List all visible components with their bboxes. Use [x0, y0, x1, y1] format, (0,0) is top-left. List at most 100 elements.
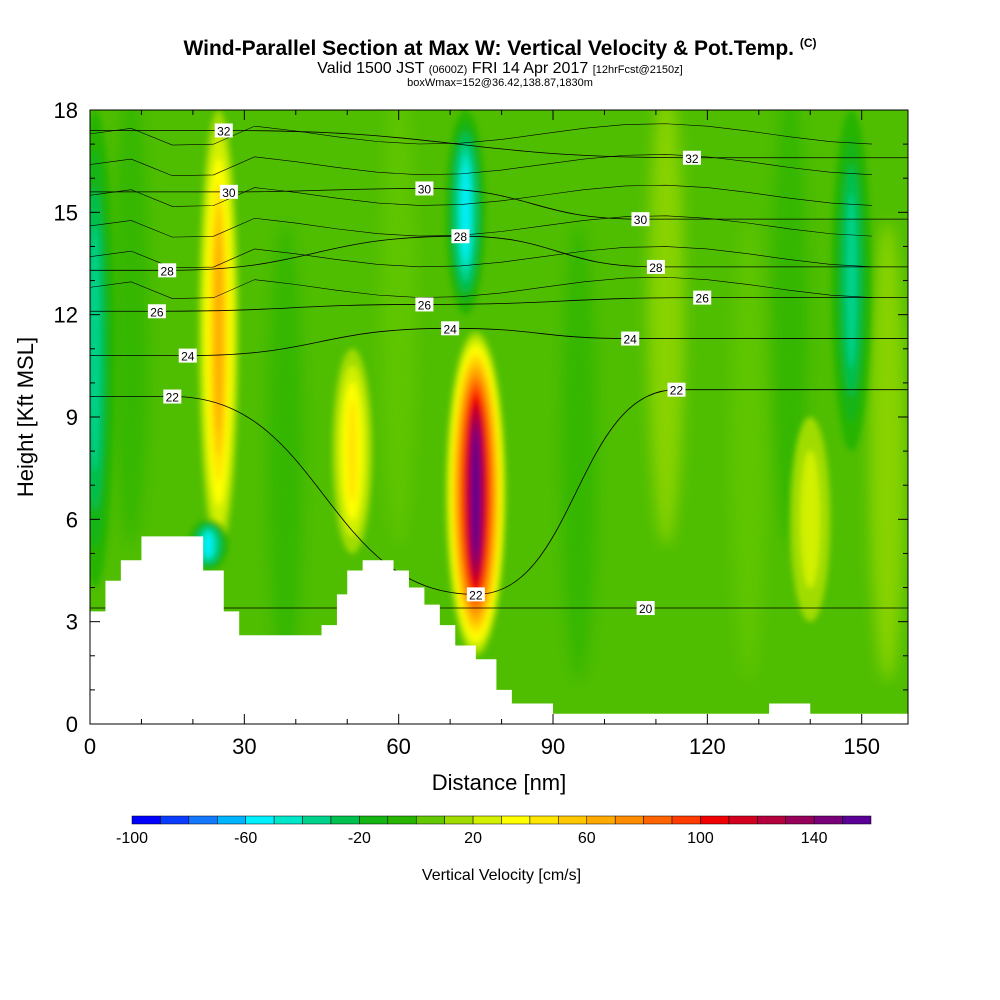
boxwmax-info: boxWmax=152@36.42,138.87,1830m [407, 77, 593, 89]
colorbar-tick-label: 100 [687, 830, 714, 847]
contour-label: 26 [418, 298, 432, 312]
contour-label-box [631, 212, 650, 227]
colorbar-swatch [813, 815, 843, 825]
velocity-level [800, 450, 821, 589]
colorbar-swatch [472, 815, 502, 825]
colorbar-tick-label: -20 [348, 830, 371, 847]
velocity-level [472, 430, 479, 558]
axes: 0 30 60 90 120 150 0 3 6 9 12 15 18 Distance [nm] Heig… [13, 98, 909, 795]
velocity-level [90, 226, 101, 472]
texture-band [869, 221, 906, 682]
contour-label: 22 [166, 391, 180, 405]
y-tick-label: 15 [54, 200, 78, 225]
contour-label-box [178, 348, 197, 363]
colorbar-swatch [614, 815, 644, 825]
forecast-info: [12hrFcst@2150z] [592, 64, 683, 76]
contour-label-box [147, 304, 166, 319]
velocity-features [90, 110, 872, 656]
contour-label: 30 [222, 186, 236, 200]
contour-label: 28 [649, 261, 663, 275]
contour-label: 28 [454, 230, 468, 244]
y-tick-label: 12 [54, 303, 78, 328]
x-tick-label: 30 [232, 734, 256, 759]
contour-label-box [415, 297, 434, 312]
contour-label: 22 [469, 588, 483, 602]
contour-label: 32 [685, 152, 699, 166]
y-tick-label: 3 [66, 610, 78, 635]
texture-band [380, 110, 417, 545]
contour-label-box [163, 389, 182, 404]
colorbar-tick-label: -100 [116, 830, 148, 847]
contour-label-box [693, 290, 712, 305]
plot-area: 20 22 22 22 24 24 24 26 26 26 28 28 28 30 30 30 32 32 [90, 110, 908, 724]
texture-band [560, 221, 597, 682]
y-tick-label: 18 [54, 98, 78, 123]
velocity-level [347, 398, 358, 504]
contour-label-box [636, 601, 655, 616]
contour-label: 32 [217, 124, 231, 138]
colorbar-swatch [444, 815, 474, 825]
colorbar-swatch [217, 815, 246, 825]
colorbar-swatch [501, 815, 531, 825]
colorbar-swatch [728, 815, 758, 825]
colorbar-tick-label: 20 [464, 830, 482, 847]
contour-label: 28 [160, 264, 174, 278]
velocity-level [215, 230, 222, 434]
theta-contour-line [90, 188, 908, 220]
contour-label-box [219, 184, 238, 199]
theta-minor-line [90, 154, 873, 177]
contour-label: 24 [443, 322, 457, 336]
colorbar-swatch [273, 815, 303, 825]
colorbar-swatch [671, 815, 701, 825]
copyright-mark: (C) [799, 36, 817, 50]
colorbar-swatch [387, 815, 417, 825]
colorbar-swatch [558, 815, 588, 825]
colorbar-label: Vertical Velocity [cm/s] [422, 867, 581, 884]
colorbar: -100 -60 -20 20 60 100 140 Vertical Velocity [c… [116, 815, 872, 884]
colorbar-swatch [160, 815, 190, 825]
contour-label: 30 [634, 213, 648, 227]
contour-label: 24 [181, 350, 195, 364]
colorbar-tick-label: -60 [234, 830, 257, 847]
texture-band [648, 110, 685, 545]
theta-minor-lines [90, 123, 873, 299]
contour-label-box [682, 150, 701, 165]
valid-date: FRI 14 Apr 2017 [471, 60, 589, 77]
x-tick-label: 60 [386, 734, 410, 759]
velocity-level [462, 165, 469, 260]
colorbar-swatch [188, 815, 218, 825]
colorbar-swatch [330, 815, 360, 825]
colorbar-swatch [757, 815, 786, 825]
colorbar-swatch [842, 815, 872, 825]
y-tick-label: 9 [66, 405, 78, 430]
contour-label-box [646, 259, 665, 274]
colorbar-swatch [359, 815, 389, 825]
x-tick-label: 120 [689, 734, 726, 759]
contour-label-box [158, 263, 177, 278]
colorbar-swatch [643, 815, 673, 825]
contour-label-box [667, 382, 686, 397]
contour-label-box [441, 321, 460, 336]
contour-label: 26 [150, 305, 164, 319]
theta-minor-line [90, 123, 873, 146]
colorbar-tick-label: 140 [801, 830, 828, 847]
colorbar-swatch [785, 815, 815, 825]
contour-label-box [415, 181, 434, 196]
contour-labels: 20 22 22 22 24 24 24 26 26 26 28 28 28 30 30 30 32 32 [147, 123, 712, 616]
texture-band [730, 221, 767, 682]
contour-label: 24 [624, 333, 638, 347]
chart-title: Wind-Parallel Section at Max W: Vertical… [183, 36, 817, 60]
colorbar-swatch [700, 815, 730, 825]
y-tick-label: 0 [66, 712, 78, 737]
texture-band [113, 110, 150, 545]
velocity-level [204, 533, 212, 557]
y-tick-label: 6 [66, 507, 78, 532]
y-axis-label: Height [Kft MSL] [13, 337, 38, 497]
terrain [90, 536, 908, 724]
valid-time: Valid 1500 JST [317, 60, 425, 77]
theta-minor-line [90, 246, 873, 269]
colorbar-swatch [245, 815, 275, 825]
valid-utc: (0600Z) [428, 64, 468, 76]
